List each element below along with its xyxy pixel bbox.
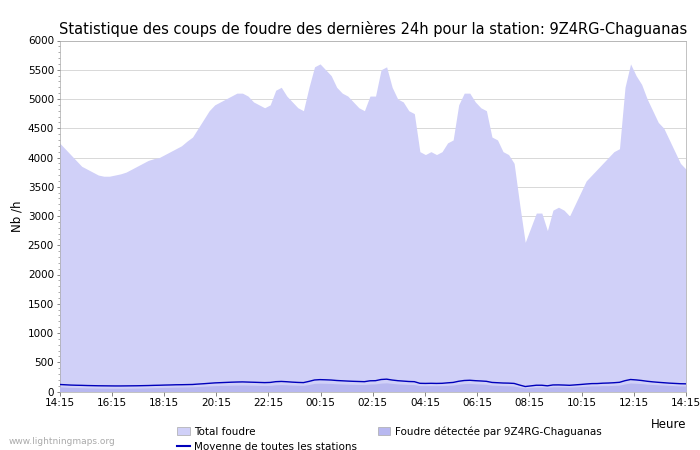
Text: www.lightningmaps.org: www.lightningmaps.org (8, 437, 115, 446)
Text: Heure: Heure (650, 418, 686, 431)
Title: Statistique des coups de foudre des dernières 24h pour la station: 9Z4RG-Chaguan: Statistique des coups de foudre des dern… (59, 21, 687, 36)
Y-axis label: Nb /h: Nb /h (10, 200, 24, 232)
Legend: Total foudre, Moyenne de toutes les stations, Foudre détectée par 9Z4RG-Chaguana: Total foudre, Moyenne de toutes les stat… (178, 427, 601, 450)
